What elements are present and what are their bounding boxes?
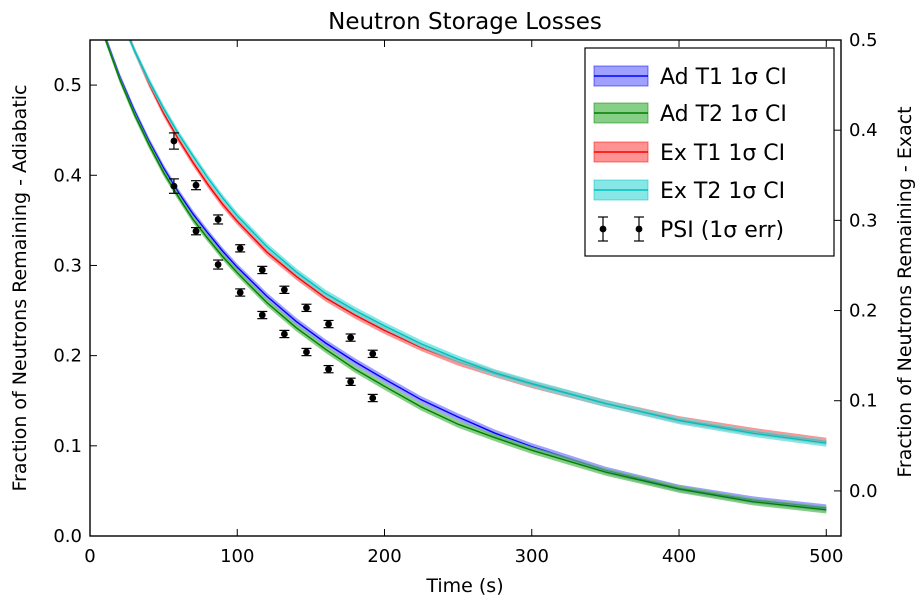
y-left-tick-label: 0.0 (53, 526, 82, 547)
y-right-tick-label: 0.3 (849, 210, 878, 231)
y-right-tick-label: 0.2 (849, 301, 878, 322)
psi-points-layer (168, 132, 378, 403)
psi-point (369, 350, 377, 358)
x-tick-label: 200 (367, 546, 401, 567)
y-axis-label-right: Fraction of Neutrons Remaining - Exact (894, 106, 916, 477)
x-tick-label: 300 (515, 546, 549, 567)
y-left-tick-label: 0.2 (53, 346, 82, 367)
plot-frame (89, 39, 842, 537)
chart-title: Neutron Storage Losses (328, 9, 602, 35)
psi-point (214, 216, 222, 223)
psi-point (347, 378, 355, 386)
y-right-tick-label: 0.0 (849, 481, 878, 502)
y-axis-label-left: Fraction of Neutrons Remaining - Adiabat… (9, 85, 31, 492)
psi-point (303, 304, 310, 312)
psi-point (325, 320, 332, 328)
psi-point (280, 286, 288, 294)
y-left-tick-label: 0.3 (53, 255, 82, 276)
legend-label-4: Ex T2 1σ CI (660, 179, 785, 204)
psi-point (303, 348, 310, 356)
y-right-tick-label: 0.1 (849, 391, 878, 412)
legend-psi-marker (599, 225, 607, 233)
series-layer (104, 40, 827, 514)
legend-label-psi: PSI (1σ err) (660, 218, 784, 243)
psi-point (170, 182, 178, 190)
psi-point (280, 330, 288, 338)
legend-label-1: Ad T1 1σ CI (660, 65, 787, 90)
psi-point (236, 244, 244, 252)
legend-label-2: Ad T2 1σ CI (660, 102, 787, 127)
psi-point (258, 266, 266, 274)
psi-point (325, 365, 332, 373)
psi-point (192, 181, 200, 189)
series-band-1 (105, 40, 827, 512)
y-right-tick-label: 0.4 (849, 120, 878, 141)
x-tick-label: 100 (220, 546, 254, 567)
legend-psi-marker (635, 225, 643, 233)
psi-point (214, 261, 222, 268)
psi-point (170, 137, 178, 145)
y-left-tick-label: 0.4 (53, 165, 82, 186)
x-tick-label: 0 (84, 546, 95, 567)
x-tick-label: 400 (662, 546, 696, 567)
psi-point (236, 289, 244, 296)
psi-point (369, 394, 377, 402)
psi-point (192, 227, 200, 235)
series-band-4 (128, 40, 827, 447)
x-axis-label: Time (s) (425, 575, 503, 597)
psi-point (258, 311, 266, 319)
y-left-tick-label: 0.5 (53, 75, 82, 96)
series-line-2 (104, 40, 827, 511)
ticks-layer: 0 100 200 300 400 500 0.0 0.1 0.2 0.3 0.4 0.5 0.0 0.1… (53, 30, 877, 567)
x-tick-label: 500 (809, 546, 843, 567)
legend-label-3: Ex T1 1σ CI (660, 141, 785, 166)
y-right-tick-label: 0.5 (849, 30, 878, 51)
legend: Ad T1 1σ CI Ad T2 1σ CI Ex T1 1σ CI Ex T2 1… (584, 47, 835, 257)
y-left-tick-label: 0.1 (53, 436, 82, 457)
psi-point (347, 334, 355, 341)
series-line-4 (129, 40, 827, 444)
